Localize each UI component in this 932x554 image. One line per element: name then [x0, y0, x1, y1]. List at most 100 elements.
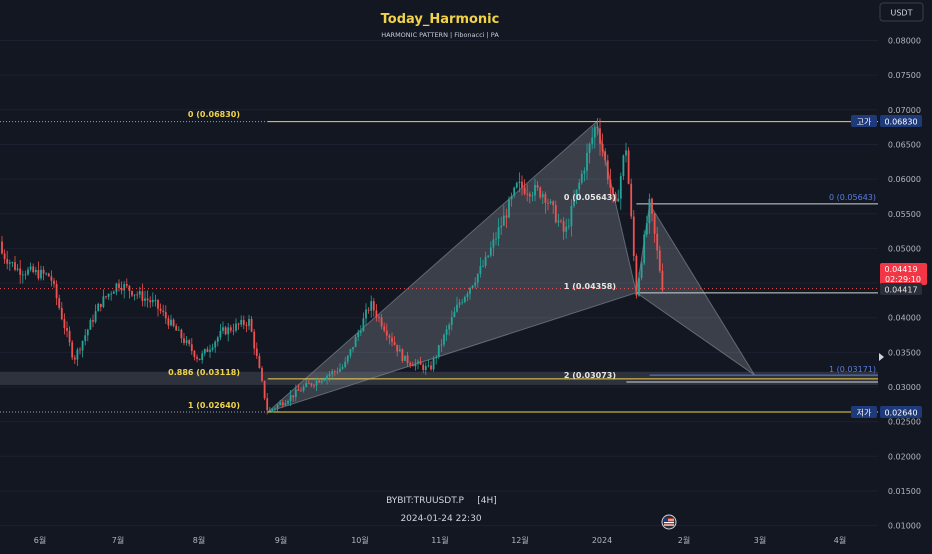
candle-body — [383, 326, 386, 331]
x-tick-label: 2024 — [592, 536, 612, 545]
candle-body — [222, 327, 224, 331]
candle-body — [489, 247, 492, 256]
candle-body — [172, 319, 175, 326]
candle-body — [648, 198, 651, 224]
candle-body — [393, 341, 396, 345]
candle-body — [1, 241, 3, 254]
candle-body — [596, 127, 599, 129]
candle-body — [183, 338, 185, 343]
candle-body — [336, 371, 339, 373]
candle-body — [34, 269, 37, 272]
candle-body — [216, 337, 219, 342]
candle-body — [144, 298, 146, 301]
candle-body — [578, 182, 581, 190]
candle-body — [138, 291, 141, 295]
candle-body — [658, 250, 661, 271]
candle-body — [68, 330, 71, 343]
candle-body — [120, 287, 123, 291]
candle-body — [263, 380, 266, 399]
candle-body — [190, 344, 193, 352]
candle-body — [154, 299, 157, 301]
candle-body — [427, 365, 430, 367]
candle-body — [539, 187, 542, 198]
candle-body — [203, 349, 206, 354]
candle-body — [385, 330, 388, 336]
y-tick-label: 0.01000 — [888, 522, 921, 531]
fib-label-right-zero: 0 (0.05643) — [829, 193, 876, 202]
candles — [1, 118, 664, 415]
candle-body — [362, 318, 365, 332]
candle-body — [378, 317, 380, 318]
candle-body — [331, 371, 334, 375]
candle-body — [125, 283, 128, 286]
candle-body — [404, 355, 406, 361]
candle-body — [612, 187, 614, 194]
candle-body — [112, 291, 115, 294]
candle-body — [562, 221, 565, 232]
currency-button[interactable] — [879, 2, 924, 22]
other-price: 0.04417 — [884, 286, 917, 295]
candle-body — [557, 220, 560, 223]
x-tick-label: 7월 — [112, 535, 124, 545]
candle-body — [461, 301, 464, 303]
candle-body — [411, 364, 414, 367]
fib-label-left-886: 0.886 (0.03118) — [168, 368, 240, 377]
candle-body — [102, 296, 105, 307]
candle-body — [409, 363, 412, 365]
candle-body — [71, 342, 74, 358]
candle-body — [58, 298, 61, 308]
candle-body — [643, 234, 646, 264]
chart-subtitle: HARMONIC PATTERN | Fibonacci | PA — [381, 31, 499, 39]
candle-body — [474, 282, 477, 286]
candle-body — [479, 266, 482, 274]
x-tick-label: 3월 — [754, 535, 766, 545]
candle-body — [86, 329, 89, 336]
candle-body — [466, 293, 469, 297]
candle-body — [326, 375, 328, 380]
candle-body — [617, 198, 620, 202]
x-axis[interactable]: 6월 7월 8월 9월 10월 11월 12월 2024 2월 3월 4월 — [34, 535, 846, 545]
candle-body — [440, 344, 443, 346]
current-price-tag — [880, 263, 927, 285]
candle-body — [544, 194, 547, 204]
candle-body — [274, 408, 276, 410]
candle-body — [133, 294, 136, 296]
candle-body — [536, 184, 539, 188]
candle-body — [521, 181, 523, 188]
candle-body — [370, 301, 373, 311]
candle-body — [302, 386, 305, 391]
candle-body — [201, 353, 204, 360]
candle-body — [484, 256, 487, 266]
candle-body — [313, 385, 315, 387]
high-value-tag — [880, 115, 922, 127]
candle-body — [151, 299, 154, 303]
candle-body — [526, 193, 529, 195]
candle-body — [287, 401, 289, 404]
y-tick-label: 0.07500 — [888, 71, 921, 80]
candle-body — [365, 309, 367, 319]
watermark-datetime: 2024-01-24 22:30 — [400, 514, 481, 524]
candle-body — [653, 213, 656, 234]
candle-body — [471, 285, 474, 288]
candle-body — [177, 329, 180, 331]
candle-body — [632, 216, 635, 256]
candle-body — [66, 328, 68, 331]
candle-body — [206, 349, 209, 352]
candle-body — [523, 187, 526, 194]
low-value-tag — [880, 406, 922, 418]
candle-body — [328, 374, 331, 376]
candle-body — [37, 269, 40, 279]
candle-body — [196, 357, 198, 359]
us-flag-icon[interactable] — [661, 514, 677, 530]
candle-body — [162, 310, 165, 313]
candle-body — [614, 193, 617, 202]
candle-body — [99, 303, 102, 307]
candle-body — [253, 331, 256, 349]
candle-body — [401, 349, 404, 361]
candle-body — [63, 319, 66, 329]
candle-body — [141, 291, 144, 301]
scroll-right-icon[interactable] — [879, 353, 884, 361]
y-tick-label: 0.06000 — [888, 175, 921, 184]
